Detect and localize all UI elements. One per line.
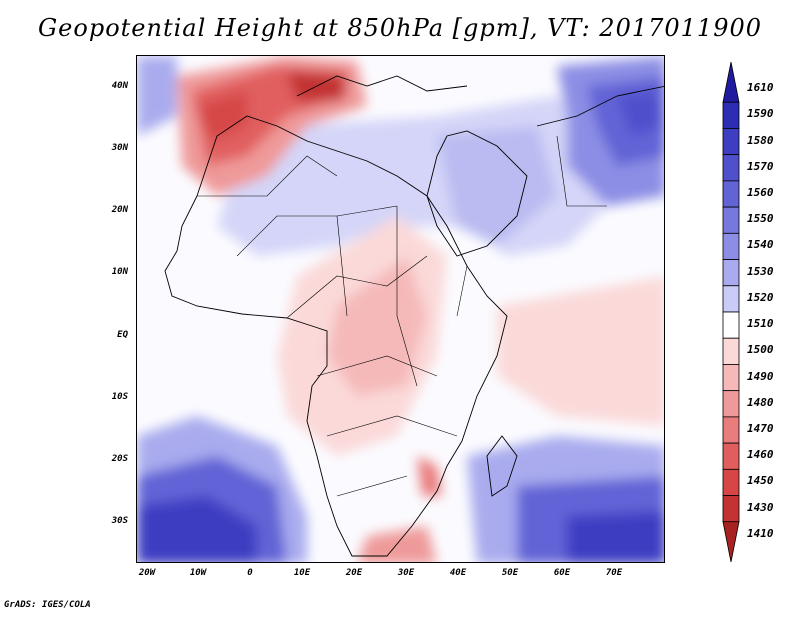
colorbar-level-label: 1460 <box>747 448 774 462</box>
colorbar-level-label: 1490 <box>747 369 774 383</box>
colorbar-swatch <box>722 364 740 392</box>
colorbar-level-label: 1480 <box>747 395 774 409</box>
lon-label-70e: 70E <box>605 568 623 578</box>
colorbar-level-label: 1500 <box>747 343 774 357</box>
lat-label-20s: 20S <box>111 454 128 464</box>
lat-label-30n: 30N <box>111 143 128 153</box>
lon-label-10w: 10W <box>189 568 207 578</box>
lon-label-50e: 50E <box>501 568 519 578</box>
colorbar-level-label: 1430 <box>747 500 774 514</box>
colorbar-swatch <box>722 206 740 234</box>
colorbar-swatch <box>722 285 740 313</box>
colorbar <box>721 61 800 563</box>
colorbar-swatch <box>722 442 740 470</box>
colorbar-swatches <box>722 61 740 563</box>
lat-label-40n: 40N <box>111 81 128 91</box>
map-panel <box>136 55 665 563</box>
coastline-outline <box>164 75 664 557</box>
colorbar-swatch <box>722 154 740 182</box>
colorbar-swatch <box>722 232 740 260</box>
colorbar-swatch <box>722 390 740 418</box>
lon-label-20e: 20E <box>345 568 363 578</box>
lon-label-60e: 60E <box>553 568 571 578</box>
colorbar-level-label: 1550 <box>747 212 774 226</box>
lat-label-eq: EQ <box>117 330 128 340</box>
lat-label-20n: 20N <box>111 205 128 215</box>
geopotential-map <box>137 56 664 562</box>
colorbar-level-label: 1560 <box>747 186 774 199</box>
map-title: Geopotential Height at 850hPa [gpm], VT:… <box>38 14 762 42</box>
colorbar-level-label: 1570 <box>747 159 774 173</box>
lon-label-20w: 20W <box>138 568 156 578</box>
colorbar-level-label: 1470 <box>747 422 774 435</box>
grads-credit: GrADS: IGES/COLA <box>4 600 91 610</box>
colorbar-level-label: 1510 <box>747 317 774 331</box>
colorbar-level-label: 1610 <box>747 81 774 95</box>
colorbar-swatch <box>722 521 740 563</box>
colorbar-swatch <box>722 259 740 287</box>
lon-label-30e: 30E <box>397 568 415 578</box>
colorbar-swatch <box>722 337 740 365</box>
colorbar-swatch <box>722 101 740 129</box>
lon-label-0: 0 <box>247 568 253 578</box>
colorbar-level-label: 1580 <box>747 133 774 147</box>
lat-label-10n: 10N <box>111 267 128 277</box>
colorbar-level-label: 1450 <box>747 474 774 488</box>
height-field-shading <box>137 56 664 562</box>
lat-label-10s: 10S <box>111 392 128 402</box>
colorbar-level-label: 1520 <box>747 290 774 304</box>
colorbar-swatch <box>722 495 740 523</box>
colorbar-level-label: 1590 <box>747 107 774 121</box>
colorbar-swatch <box>722 311 740 339</box>
colorbar-swatch <box>722 128 740 156</box>
colorbar-level-label: 1530 <box>747 264 774 278</box>
colorbar-swatch <box>722 468 740 496</box>
colorbar-swatch <box>722 61 740 103</box>
lon-label-40e: 40E <box>449 568 467 578</box>
lon-label-10e: 10E <box>293 568 311 578</box>
lat-label-30s: 30S <box>111 516 128 526</box>
country-borders <box>197 135 607 497</box>
colorbar-level-label: 1540 <box>747 238 774 252</box>
colorbar-level-label: 1410 <box>747 526 774 540</box>
colorbar-swatch <box>722 180 740 208</box>
colorbar-swatch <box>722 416 740 444</box>
